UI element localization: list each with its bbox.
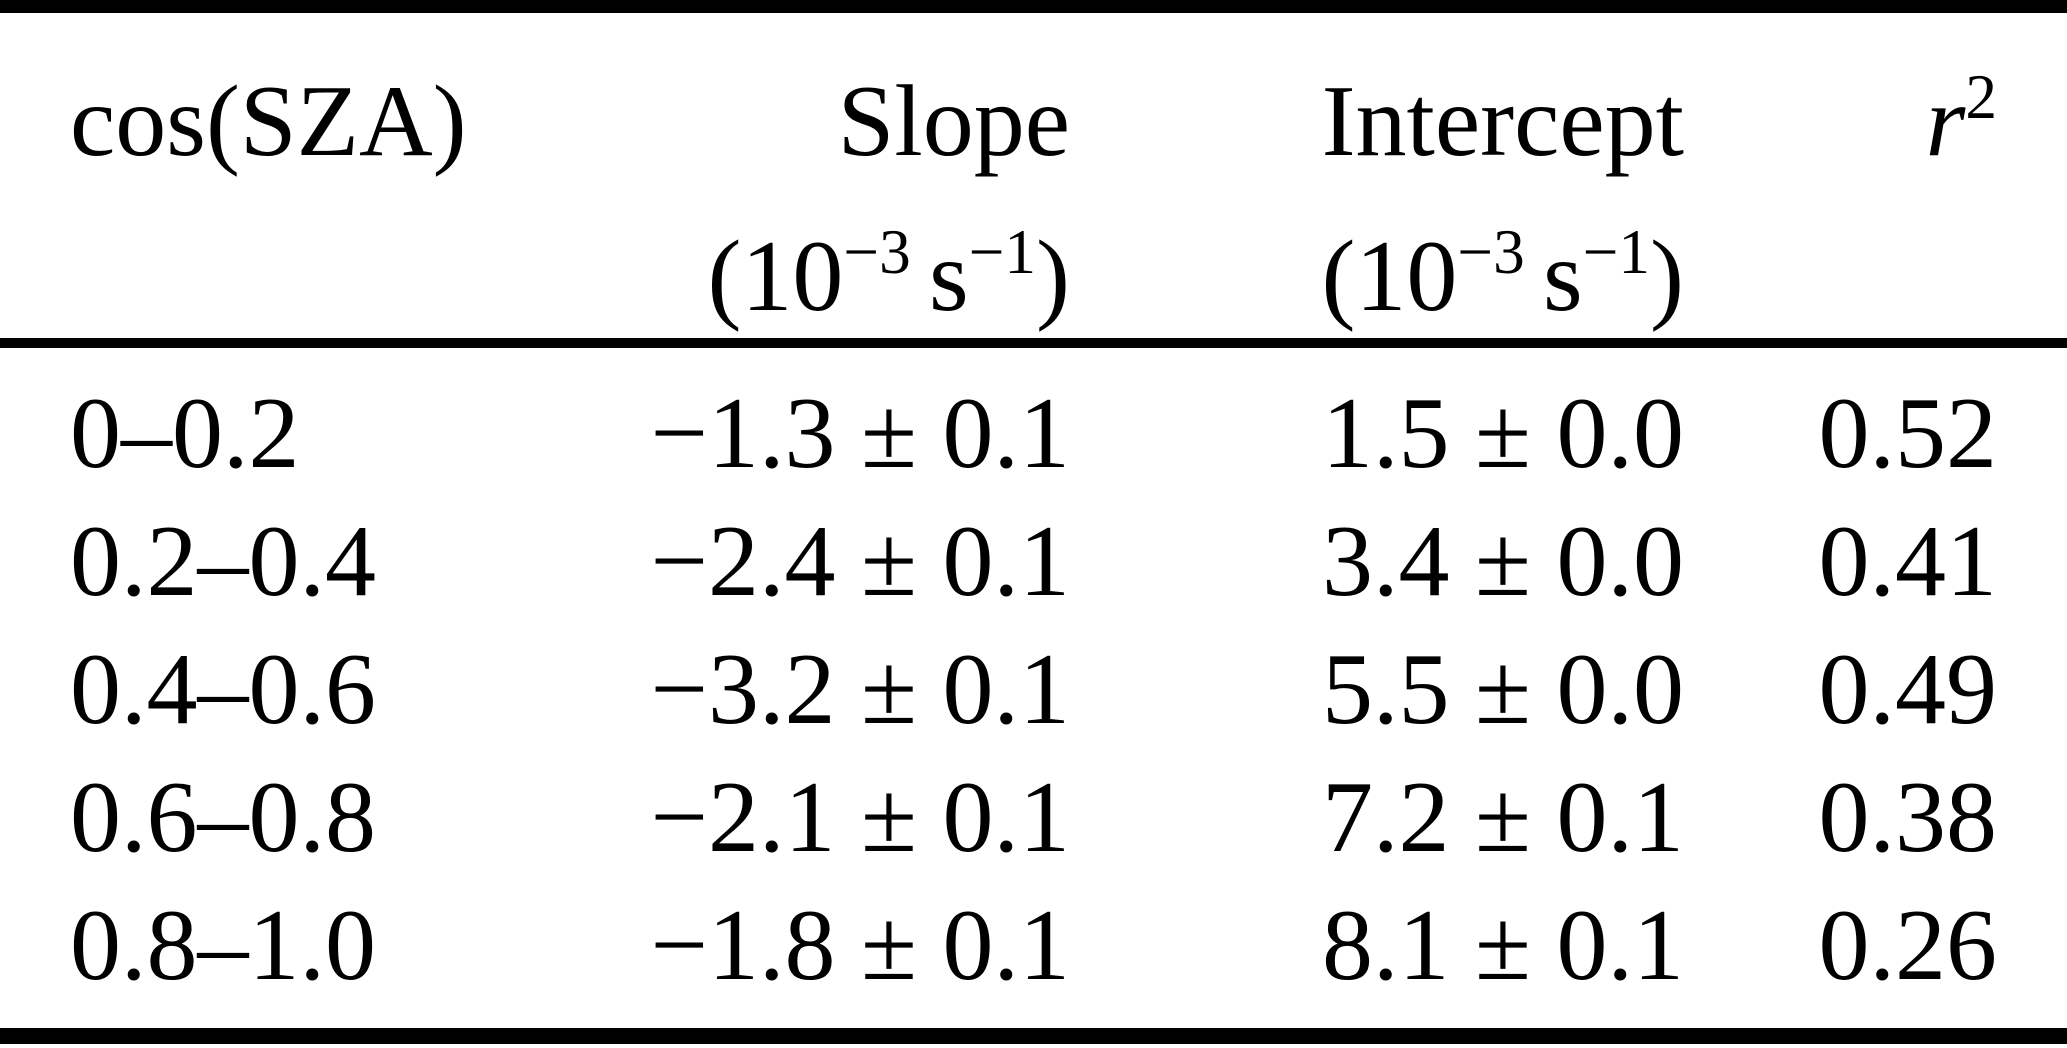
cell-cos-sza: 0.8–1.0 (70, 889, 376, 1003)
cell-r-squared: 0.41 (1818, 505, 1998, 619)
cell-slope: −2.4 ± 0.1 (650, 505, 1070, 619)
cell-cos-sza: 0.4–0.6 (70, 633, 376, 747)
column-header-r-squared: r2 (1925, 62, 1997, 178)
cell-slope: −3.2 ± 0.1 (650, 633, 1070, 747)
table-bottom-rule (0, 1028, 2067, 1044)
table-row: 0.2–0.4 −2.4 ± 0.1 3.4 ± 0.0 0.41 (0, 498, 1997, 626)
cell-intercept: 3.4 ± 0.0 (1322, 505, 1684, 619)
unit-close: ) (1036, 219, 1070, 333)
cell-cos-sza: 0.2–0.4 (70, 505, 376, 619)
unit-open: (10 (1321, 219, 1458, 333)
table-body: 0–0.2 −1.3 ± 0.1 1.5 ± 0.0 0.52 0.2–0.4 … (0, 370, 2067, 1010)
column-header-intercept: Intercept (1321, 64, 1684, 178)
cell-r-squared: 0.26 (1818, 889, 1998, 1003)
intercept-unit: (10−3 s−1) (1321, 217, 1684, 333)
unit-seconds: s (929, 219, 969, 333)
cell-slope: −2.1 ± 0.1 (650, 761, 1070, 875)
cell-intercept: 5.5 ± 0.0 (1322, 633, 1684, 747)
cell-cos-sza: 0–0.2 (70, 377, 300, 491)
cell-intercept: 8.1 ± 0.1 (1322, 889, 1684, 1003)
r-variable: r (1925, 64, 1966, 178)
cell-cos-sza: 0.6–0.8 (70, 761, 376, 875)
cell-intercept: 7.2 ± 0.1 (1322, 761, 1684, 875)
cell-slope: −1.8 ± 0.1 (650, 889, 1070, 1003)
table-row: 0.4–0.6 −3.2 ± 0.1 5.5 ± 0.0 0.49 (0, 626, 1997, 754)
cell-r-squared: 0.38 (1818, 761, 1998, 875)
cell-r-squared: 0.49 (1818, 633, 1998, 747)
table-top-rule (0, 0, 2067, 13)
unit-seconds: s (1543, 219, 1583, 333)
column-header-cos-sza: cos(SZA) (70, 64, 467, 178)
table-row: 0–0.2 −1.3 ± 0.1 1.5 ± 0.0 0.52 (0, 370, 1997, 498)
header-row-labels: cos(SZA) Slope Intercept r2 (0, 13, 1997, 175)
cell-r-squared: 0.52 (1818, 377, 1998, 491)
unit-close: ) (1650, 219, 1684, 333)
table-row: 0.6–0.8 −2.1 ± 0.1 7.2 ± 0.1 0.38 (0, 754, 1997, 882)
unit-open: (10 (707, 219, 844, 333)
cell-intercept: 1.5 ± 0.0 (1322, 377, 1684, 491)
header-row-units: (10−3 s−1) (10−3 s−1) (0, 175, 1997, 330)
table-row: 0.8–1.0 −1.8 ± 0.1 8.1 ± 0.1 0.26 (0, 882, 1997, 1010)
slope-unit: (10−3 s−1) (707, 217, 1070, 333)
column-header-slope: Slope (837, 64, 1070, 178)
table-mid-rule (0, 338, 2067, 348)
cell-slope: −1.3 ± 0.1 (650, 377, 1070, 491)
